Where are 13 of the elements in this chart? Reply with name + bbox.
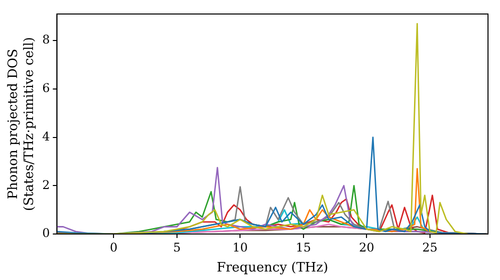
y-tick-label: 2 — [42, 178, 50, 192]
x-axis-title: Frequency (THz) — [216, 260, 328, 276]
y-tick-label: 4 — [42, 129, 50, 144]
y-tick-label: 8 — [42, 32, 50, 47]
y-axis-title: Phonon projected DOS (States/THz·primitive cell) — [6, 36, 37, 212]
x-tick-label: 5 — [173, 240, 181, 254]
x-tick-label: 20 — [358, 240, 374, 254]
x-tick-label: 25 — [422, 240, 438, 254]
x-tick-label: 10 — [232, 240, 248, 254]
x-tick-label: 0 — [110, 240, 118, 254]
y-tick-label: 6 — [42, 81, 50, 96]
x-tick-label: 15 — [296, 240, 312, 254]
y-tick-label: 0 — [42, 226, 50, 240]
